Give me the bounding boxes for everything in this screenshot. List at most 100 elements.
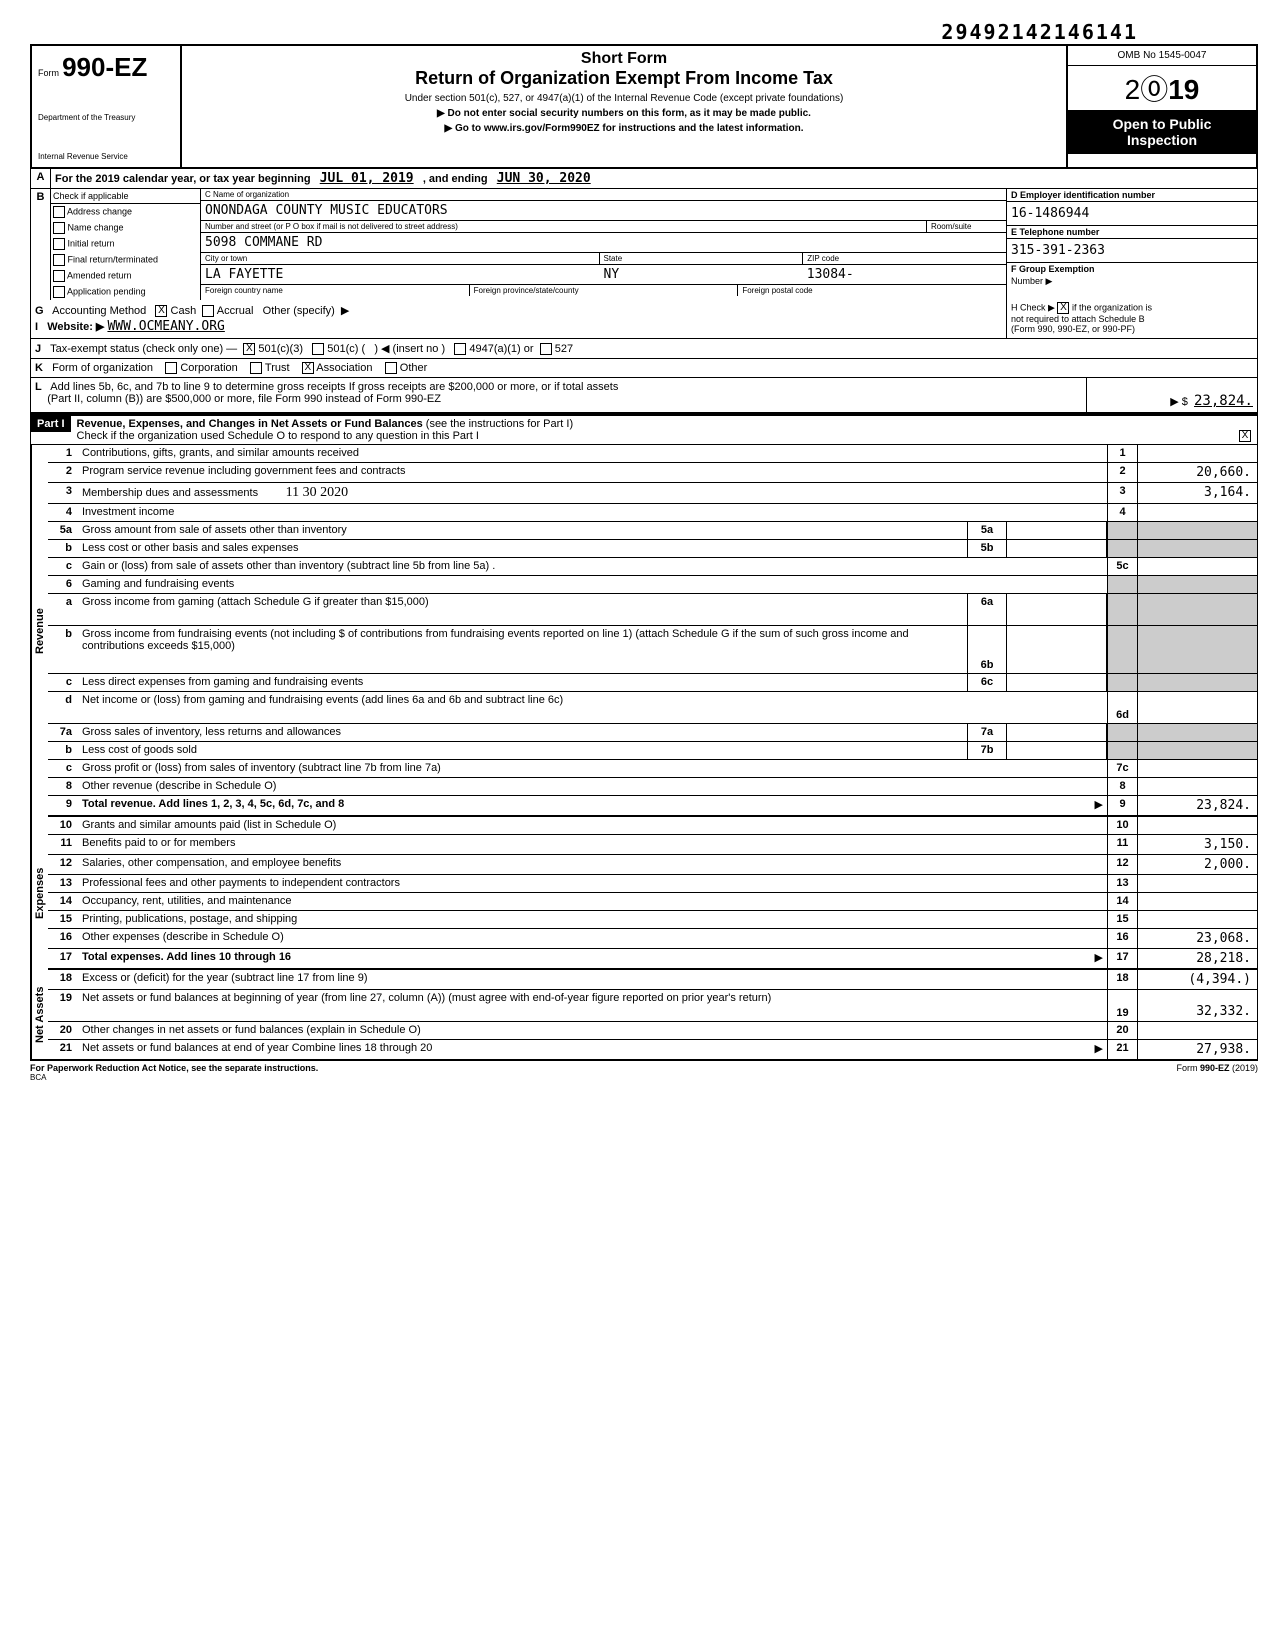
h-text2: if the organization is xyxy=(1072,302,1152,312)
room-label: Room/suite xyxy=(926,221,1006,232)
line-g-i: G Accounting Method X Cash Accrual Other… xyxy=(30,300,1258,339)
line-10-desc: Grants and similar amounts paid (list in… xyxy=(78,817,1107,834)
opt-assoc: Association xyxy=(316,362,372,374)
line-3-desc: Membership dues and assessments 11 30 20… xyxy=(78,483,1107,503)
street-label: Number and street (or P O box if mail is… xyxy=(201,221,926,232)
line-17-desc: Total expenses. Add lines 10 through 16 … xyxy=(78,949,1107,968)
check-corp[interactable] xyxy=(165,362,177,374)
line-i: I Website: ▶ WWW.OCMEANY.ORG xyxy=(35,319,1002,334)
check-name[interactable]: Name change xyxy=(51,220,200,236)
line-6b-shade xyxy=(1107,626,1137,673)
line-5c-desc: Gain or (loss) from sale of assets other… xyxy=(78,558,1107,575)
part1-title: Revenue, Expenses, and Changes in Net As… xyxy=(77,418,423,430)
line-h: H Check ▶ X if the organization is not r… xyxy=(1007,300,1257,338)
line-21-box: 21 xyxy=(1107,1040,1137,1059)
revenue-label: Revenue xyxy=(31,445,48,817)
check-assoc[interactable]: X xyxy=(302,362,314,374)
check-accrual[interactable] xyxy=(202,305,214,317)
line-a-text: For the 2019 calendar year, or tax year … xyxy=(55,173,311,185)
check-amended[interactable]: Amended return xyxy=(51,268,200,284)
line-16-box: 16 xyxy=(1107,929,1137,948)
check-initial[interactable]: Initial return xyxy=(51,236,200,252)
state: NY xyxy=(600,265,803,284)
check-schedule-b[interactable]: X xyxy=(1057,302,1069,314)
opt-501c-b: ) ◀ (insert no ) xyxy=(374,343,445,355)
line-15-desc: Printing, publications, postage, and shi… xyxy=(78,911,1107,928)
label-k: K xyxy=(35,362,43,374)
line-5b-subval xyxy=(1007,540,1107,557)
line-6a-shadeval xyxy=(1137,594,1257,625)
line-8-desc: Other revenue (describe in Schedule O) xyxy=(78,778,1107,795)
line-7a-shadeval xyxy=(1137,724,1257,741)
line-5b-desc: Less cost or other basis and sales expen… xyxy=(78,540,967,557)
line-19-val: 32,332. xyxy=(1137,990,1257,1021)
line-7c-box: 7c xyxy=(1107,760,1137,777)
tax-year: 2⓪201919 xyxy=(1068,66,1256,110)
check-pending[interactable]: Application pending xyxy=(51,284,200,300)
line-17-box: 17 xyxy=(1107,949,1137,968)
line-11-val: 3,150. xyxy=(1137,835,1257,854)
line-7b-sub: 7b xyxy=(967,742,1007,759)
check-501c[interactable] xyxy=(312,343,324,355)
line-5b-shade xyxy=(1107,540,1137,557)
opt-527: 527 xyxy=(555,343,573,355)
check-527[interactable] xyxy=(540,343,552,355)
line-5b-sub: 5b xyxy=(967,540,1007,557)
check-final[interactable]: Final return/terminated xyxy=(51,252,200,268)
line-13-desc: Professional fees and other payments to … xyxy=(78,875,1107,892)
state-label: State xyxy=(599,253,803,264)
cash-label: Cash xyxy=(171,305,197,317)
check-4947[interactable] xyxy=(454,343,466,355)
subtitle-1: Under section 501(c), 527, or 4947(a)(1)… xyxy=(192,93,1056,104)
check-501c3[interactable]: X xyxy=(243,343,255,355)
phone: 315-391-2363 xyxy=(1007,239,1257,263)
footer-bca: BCA xyxy=(30,1073,1258,1082)
line-6a-subval xyxy=(1007,594,1107,625)
line-6-num: 6 xyxy=(48,576,78,593)
line-14-desc: Occupancy, rent, utilities, and maintena… xyxy=(78,893,1107,910)
line-a: A For the 2019 calendar year, or tax yea… xyxy=(30,167,1258,189)
check-cash[interactable]: X xyxy=(155,305,167,317)
check-other[interactable] xyxy=(385,362,397,374)
line-1-num: 1 xyxy=(48,445,78,462)
open-public: Open to Public Inspection xyxy=(1068,110,1256,154)
check-trust[interactable] xyxy=(250,362,262,374)
handwritten-date: 11 30 2020 xyxy=(286,485,348,500)
line-4-val xyxy=(1137,504,1257,521)
e-label: E Telephone number xyxy=(1007,226,1257,239)
line-11-desc: Benefits paid to or for members xyxy=(78,835,1107,854)
d-label: D Employer identification number xyxy=(1007,189,1257,202)
line-14-num: 14 xyxy=(48,893,78,910)
check-schedule-o[interactable]: X xyxy=(1239,430,1251,442)
line-7a-subval xyxy=(1007,724,1107,741)
label-b: B xyxy=(31,189,51,300)
check-address[interactable]: Address change xyxy=(51,204,200,220)
line-9-box: 9 xyxy=(1107,796,1137,815)
line-6a-shade xyxy=(1107,594,1137,625)
line-5a-shade xyxy=(1107,522,1137,539)
line-l-text1: Add lines 5b, 6c, and 7b to line 9 to de… xyxy=(50,381,618,393)
line-5c-num: c xyxy=(48,558,78,575)
line-6b-shadeval xyxy=(1137,626,1257,673)
line-1-desc: Contributions, gifts, grants, and simila… xyxy=(78,445,1107,462)
line-k-text: Form of organization xyxy=(52,362,153,374)
line-8-num: 8 xyxy=(48,778,78,795)
h-text: H Check ▶ xyxy=(1011,302,1055,312)
line-12-num: 12 xyxy=(48,855,78,874)
label-g: G xyxy=(35,305,44,317)
line-g: G Accounting Method X Cash Accrual Other… xyxy=(35,304,1002,317)
line-21-desc: Net assets or fund balances at end of ye… xyxy=(78,1040,1107,1059)
part1-check-text: Check if the organization used Schedule … xyxy=(77,430,479,442)
line-7a-sub: 7a xyxy=(967,724,1007,741)
h-text3: not required to attach Schedule B xyxy=(1011,314,1145,324)
org-info-column: C Name of organization ONONDAGA COUNTY M… xyxy=(201,189,1007,300)
line-5a-sub: 5a xyxy=(967,522,1007,539)
line-19-box: 19 xyxy=(1107,990,1137,1021)
line-20-val xyxy=(1137,1022,1257,1039)
line-15-num: 15 xyxy=(48,911,78,928)
open-line2: Inspection xyxy=(1074,132,1250,148)
form-header: Form 990-EZ Department of the Treasury I… xyxy=(30,44,1258,167)
line-7b-desc: Less cost of goods sold xyxy=(78,742,967,759)
arrow-icon: ▶ xyxy=(1095,951,1103,964)
arrow-icon: ▶ xyxy=(1095,1042,1103,1055)
